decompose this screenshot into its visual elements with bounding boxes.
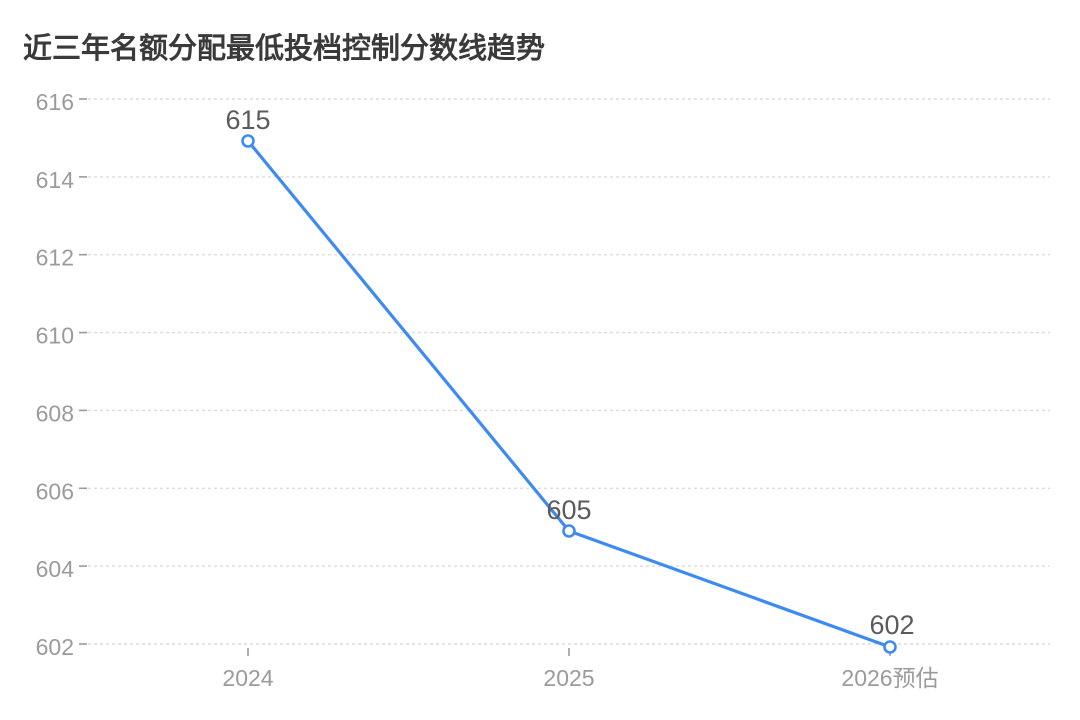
svg-text:612: 612 — [36, 245, 74, 271]
svg-text:2026预估: 2026预估 — [841, 665, 938, 691]
svg-text:615: 615 — [225, 105, 270, 135]
svg-text:2024: 2024 — [222, 665, 273, 691]
svg-text:608: 608 — [36, 400, 74, 426]
svg-text:616: 616 — [36, 89, 74, 115]
svg-text:610: 610 — [36, 323, 74, 349]
svg-text:606: 606 — [36, 478, 74, 504]
svg-text:604: 604 — [36, 556, 75, 582]
svg-text:605: 605 — [546, 495, 591, 525]
svg-text:614: 614 — [36, 167, 75, 193]
svg-text:2025: 2025 — [543, 665, 594, 691]
svg-text:602: 602 — [36, 634, 74, 660]
svg-text:602: 602 — [869, 610, 914, 640]
